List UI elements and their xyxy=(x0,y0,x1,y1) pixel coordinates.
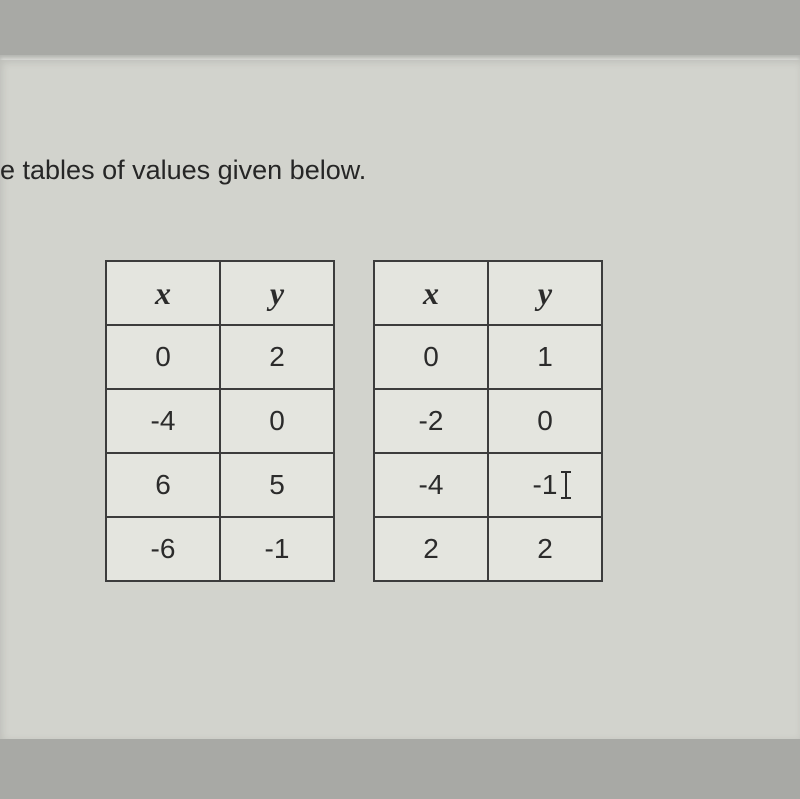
cell: 0 xyxy=(374,325,488,389)
table-row: -4 0 xyxy=(106,389,334,453)
col-header-x: x xyxy=(374,261,488,325)
table-header-row: x y xyxy=(374,261,602,325)
editable-cell-value[interactable]: -1 xyxy=(533,469,558,501)
cell: -1 xyxy=(220,517,334,581)
cell cursor-cell[interactable]: -1 xyxy=(488,453,602,517)
cell: 0 xyxy=(106,325,220,389)
tables-container: x y 0 2 -4 0 6 5 -6 -1 x xyxy=(105,260,603,582)
table-row: 6 5 xyxy=(106,453,334,517)
cell: 5 xyxy=(220,453,334,517)
cell: -2 xyxy=(374,389,488,453)
table-row: -4 -1 xyxy=(374,453,602,517)
col-header-y: y xyxy=(220,261,334,325)
cell: 2 xyxy=(488,517,602,581)
cell: 6 xyxy=(106,453,220,517)
cell: 0 xyxy=(488,389,602,453)
table-header-row: x y xyxy=(106,261,334,325)
cell: -4 xyxy=(374,453,488,517)
cell: -4 xyxy=(106,389,220,453)
value-table-2: x y 0 1 -2 0 -4 -1 2 2 xyxy=(373,260,603,582)
table-gap xyxy=(335,260,373,582)
cell: 0 xyxy=(220,389,334,453)
cell: 2 xyxy=(220,325,334,389)
table-row: 0 2 xyxy=(106,325,334,389)
cell: 2 xyxy=(374,517,488,581)
table-row: 0 1 xyxy=(374,325,602,389)
prompt-text: e tables of values given below. xyxy=(0,155,366,186)
worksheet-page: e tables of values given below. x y 0 2 … xyxy=(0,60,800,739)
value-table-1: x y 0 2 -4 0 6 5 -6 -1 xyxy=(105,260,335,582)
table-row: -2 0 xyxy=(374,389,602,453)
table-row: -6 -1 xyxy=(106,517,334,581)
cell: -6 xyxy=(106,517,220,581)
col-header-y: y xyxy=(488,261,602,325)
table-row: 2 2 xyxy=(374,517,602,581)
cell: 1 xyxy=(488,325,602,389)
col-header-x: x xyxy=(106,261,220,325)
